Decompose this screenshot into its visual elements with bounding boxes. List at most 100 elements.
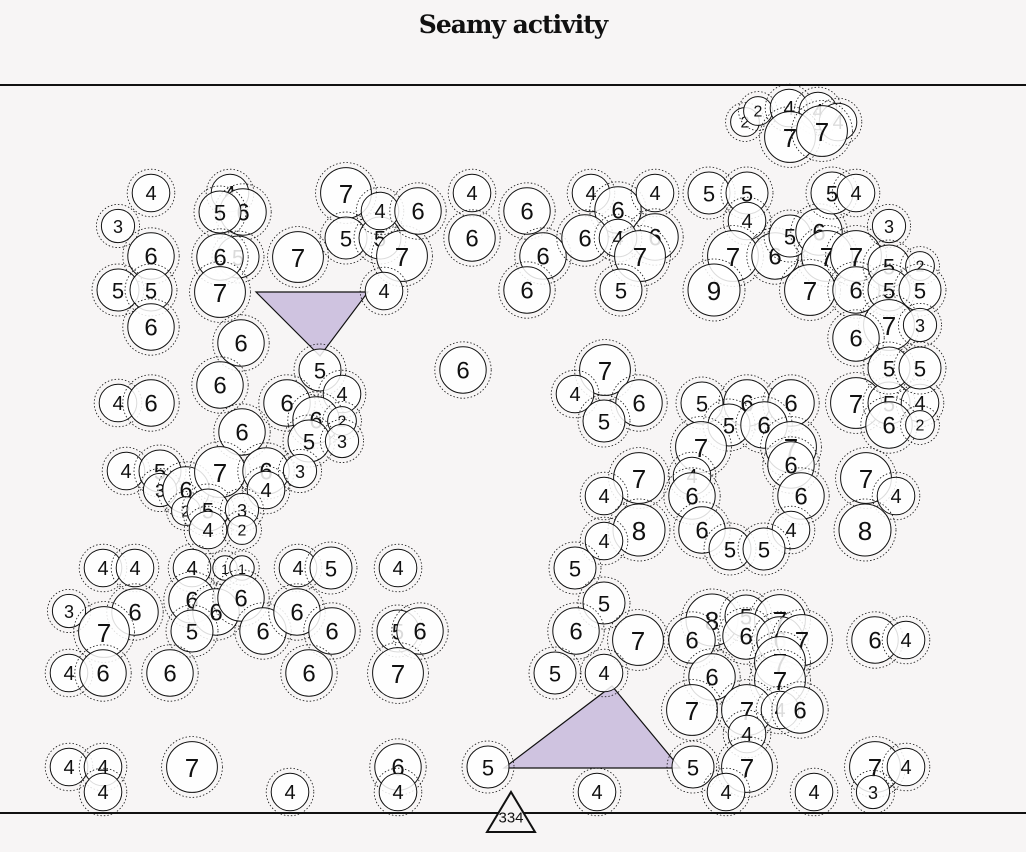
number-bubble[interactable]: 6 bbox=[498, 182, 556, 240]
number-bubble[interactable]: 7 bbox=[73, 601, 135, 663]
bubble-halo bbox=[319, 418, 364, 463]
number-bubble[interactable]: 5 bbox=[594, 263, 648, 317]
bubble-halo bbox=[189, 261, 251, 323]
number-bubble[interactable]: 4 bbox=[579, 648, 629, 698]
number-bubble[interactable]: 6 bbox=[74, 644, 132, 702]
bubble-circle bbox=[671, 745, 715, 789]
number-bubble[interactable]: 5 bbox=[193, 185, 247, 239]
number-bubble[interactable]: 6 bbox=[122, 298, 180, 356]
number-bubble[interactable]: 4 bbox=[447, 168, 497, 218]
number-bubble[interactable]: 6 bbox=[280, 644, 338, 702]
number-bubble[interactable]: 7 bbox=[779, 259, 841, 321]
number-bubble[interactable]: 5 bbox=[720, 166, 774, 220]
bubble-number: 5 bbox=[549, 662, 561, 687]
number-bubble[interactable]: 6 bbox=[556, 209, 614, 267]
number-bubble[interactable]: 6 bbox=[771, 681, 829, 739]
number-bubble[interactable]: 6 bbox=[498, 261, 556, 319]
number-bubble[interactable]: 3 bbox=[277, 448, 322, 493]
number-bubble[interactable]: 6 bbox=[122, 227, 180, 285]
number-bubble[interactable]: 6 bbox=[443, 209, 501, 267]
number-bubble[interactable]: 4 bbox=[373, 767, 423, 817]
number-bubble[interactable]: 9 bbox=[682, 258, 746, 322]
number-bubble[interactable]: 7 bbox=[661, 679, 723, 741]
number-bubble[interactable]: 7 bbox=[267, 226, 329, 288]
number-bubble[interactable]: 8 bbox=[607, 498, 671, 562]
number-bubble[interactable]: 5 bbox=[577, 576, 631, 630]
number-bubble[interactable]: 2 bbox=[900, 405, 940, 445]
number-bubble[interactable]: 6 bbox=[303, 602, 361, 660]
number-bubble[interactable]: 4 bbox=[78, 767, 128, 817]
number-bubble[interactable]: 3 bbox=[96, 203, 141, 248]
number-bubble[interactable]: 2 bbox=[222, 510, 262, 550]
number-bubble[interactable]: 3 bbox=[898, 302, 943, 347]
number-bubble[interactable]: 6 bbox=[827, 309, 885, 367]
number-bubble[interactable]: 6 bbox=[213, 403, 271, 461]
number-bubble[interactable]: 6 bbox=[141, 644, 199, 702]
bubble-number: 7 bbox=[803, 276, 817, 306]
number-bubble[interactable]: 4 bbox=[359, 266, 409, 316]
number-bubble[interactable]: 7 bbox=[791, 100, 853, 162]
number-bubble[interactable]: 3 bbox=[319, 418, 364, 463]
number-bubble[interactable]: 4 bbox=[373, 543, 423, 593]
bubble-number: 6 bbox=[163, 661, 176, 688]
number-bubble[interactable]: 6 bbox=[212, 569, 270, 627]
number-bubble[interactable]: 6 bbox=[772, 467, 830, 525]
number-bubble[interactable]: 4 bbox=[110, 543, 160, 593]
number-bubble[interactable]: 4 bbox=[630, 168, 680, 218]
number-bubble[interactable]: 6 bbox=[268, 583, 326, 641]
number-bubble[interactable]: 6 bbox=[191, 228, 249, 286]
number-bubble[interactable]: 7 bbox=[574, 339, 636, 401]
number-bubble[interactable]: 4 bbox=[126, 168, 176, 218]
number-bubble[interactable]: 3 bbox=[851, 770, 896, 815]
number-bubble[interactable]: 6 bbox=[389, 182, 447, 240]
number-bubble[interactable]: 4 bbox=[701, 767, 751, 817]
number-bubble[interactable]: 4 bbox=[871, 471, 921, 521]
number-bubble[interactable]: 5 bbox=[165, 604, 219, 658]
number-bubble[interactable]: 6 bbox=[663, 611, 721, 669]
number-bubble[interactable]: 4 bbox=[831, 168, 881, 218]
number-bubble[interactable]: 5 bbox=[666, 740, 720, 794]
number-bubble[interactable]: 7 bbox=[608, 447, 670, 509]
number-bubble[interactable]: 7 bbox=[609, 225, 671, 287]
number-bubble[interactable]: 4 bbox=[550, 369, 600, 419]
number-bubble[interactable]: 4 bbox=[572, 767, 622, 817]
number-bubble[interactable]: 4 bbox=[789, 767, 839, 817]
number-bubble[interactable]: 8 bbox=[833, 498, 897, 562]
number-bubble[interactable]: 6 bbox=[827, 261, 885, 319]
number-bubble[interactable]: 5 bbox=[893, 341, 947, 395]
number-bubble[interactable]: 1 bbox=[224, 550, 260, 586]
number-bubble[interactable]: 5 bbox=[461, 740, 515, 794]
number-bubble[interactable]: 7 bbox=[315, 162, 377, 224]
number-bubble[interactable]: 5 bbox=[528, 646, 582, 700]
number-bubble[interactable]: 5 bbox=[124, 263, 178, 317]
number-bubble[interactable]: 4 bbox=[265, 767, 315, 817]
number-bubble[interactable]: 7 bbox=[189, 261, 251, 323]
number-bubble[interactable]: 6 bbox=[434, 341, 492, 399]
number-bubble[interactable]: 3 bbox=[867, 203, 912, 248]
number-bubble[interactable]: 7 bbox=[371, 225, 433, 287]
number-bubble[interactable]: 6 bbox=[122, 374, 180, 432]
number-bubble[interactable]: 7 bbox=[161, 736, 223, 798]
number-bubble[interactable]: 4 bbox=[579, 471, 629, 521]
number-bubble[interactable]: 5 bbox=[304, 541, 358, 595]
number-bubble[interactable]: 4 bbox=[881, 615, 931, 665]
number-bubble[interactable]: 6 bbox=[191, 356, 249, 414]
number-bubble[interactable]: 4 bbox=[881, 742, 931, 792]
number-bubble[interactable]: 6 bbox=[846, 611, 904, 669]
number-bubble[interactable]: 6 bbox=[547, 602, 605, 660]
number-bubble[interactable]: 4 bbox=[579, 516, 629, 566]
number-bubble[interactable]: 5 bbox=[577, 394, 631, 448]
number-bubble[interactable]: 6 bbox=[589, 181, 647, 239]
number-bubble[interactable]: 6 bbox=[212, 314, 270, 372]
number-bubble[interactable]: 7 bbox=[607, 609, 669, 671]
number-bubble[interactable]: 7 bbox=[367, 642, 429, 704]
number-bubble[interactable]: 4 bbox=[241, 465, 291, 515]
number-bubble[interactable]: 5 bbox=[548, 541, 602, 595]
number-bubble[interactable]: 6 bbox=[391, 602, 449, 660]
number-bubble[interactable]: 5 bbox=[91, 263, 145, 317]
number-bubble[interactable]: 5 bbox=[737, 522, 791, 576]
number-bubble[interactable]: 6 bbox=[610, 374, 668, 432]
number-bubble[interactable]: 7 bbox=[189, 441, 251, 503]
bubble-circle bbox=[146, 649, 194, 697]
